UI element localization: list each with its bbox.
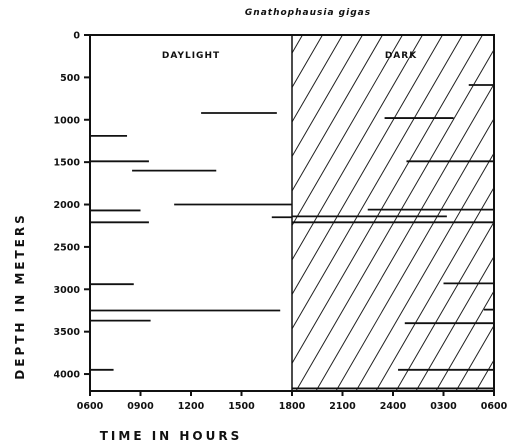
y-tick-label: 1500 bbox=[54, 158, 81, 169]
hatch-line bbox=[0, 35, 182, 391]
x-tick-label: 0600 bbox=[481, 401, 508, 412]
dark-hatching bbox=[0, 35, 518, 391]
x-tick-label: 0600 bbox=[77, 401, 104, 412]
x-tick-label: 1800 bbox=[279, 401, 306, 412]
hatch-line bbox=[0, 35, 202, 391]
hatch-line bbox=[292, 35, 343, 124]
dark-label: DARK bbox=[385, 51, 417, 61]
hatch-line bbox=[435, 290, 494, 391]
y-axis-title: DEPTH IN METERS bbox=[13, 212, 27, 379]
x-tick-label: 2100 bbox=[329, 401, 356, 412]
chart-title: Gnathophausia gigas bbox=[245, 8, 371, 18]
hatch-line bbox=[395, 221, 494, 391]
hatch-line bbox=[292, 35, 463, 330]
hatch-line bbox=[292, 35, 483, 365]
y-tick-label: 2500 bbox=[54, 242, 81, 253]
x-axis: 0600 0900 1200 1500 1800 2100 2400 0300 0600 bbox=[77, 391, 508, 412]
x-axis-title: TIME IN HOURS bbox=[100, 429, 243, 443]
y-tick-label: 500 bbox=[60, 73, 80, 84]
hatch-line bbox=[292, 35, 403, 227]
hatch-line bbox=[56, 35, 262, 391]
hatch-line bbox=[292, 35, 383, 192]
hatch-line bbox=[475, 358, 494, 391]
hatch-line bbox=[355, 152, 494, 391]
hatch-line bbox=[496, 35, 518, 391]
hatch-line bbox=[292, 35, 363, 158]
y-tick-label: 3000 bbox=[54, 285, 81, 296]
x-tick-label: 0300 bbox=[430, 401, 457, 412]
hatch-line bbox=[292, 35, 303, 55]
hatch-line bbox=[292, 35, 423, 261]
depth-segments bbox=[90, 84, 494, 390]
hatch-line bbox=[315, 83, 494, 391]
y-tick-label: 2000 bbox=[54, 200, 81, 211]
x-tick-label: 1200 bbox=[178, 401, 205, 412]
hatch-line bbox=[16, 35, 222, 391]
daylight-label: DAYLIGHT bbox=[162, 51, 220, 61]
hatch-line bbox=[455, 324, 494, 391]
y-tick-label: 1000 bbox=[54, 115, 81, 126]
y-tick-label: 4000 bbox=[54, 370, 81, 381]
y-tick-label: 3500 bbox=[54, 327, 81, 338]
y-tick-label: 0 bbox=[73, 31, 80, 42]
hatch-line bbox=[292, 35, 443, 296]
y-axis: 0 500 1000 1500 2000 2500 3000 3500 4000 bbox=[54, 31, 90, 381]
x-tick-label: 0900 bbox=[127, 401, 154, 412]
x-tick-label: 2400 bbox=[380, 401, 407, 412]
hatch-line bbox=[335, 117, 494, 391]
hatch-line bbox=[295, 48, 494, 391]
x-tick-label: 1500 bbox=[228, 401, 255, 412]
hatch-line bbox=[375, 186, 494, 391]
hatch-line bbox=[76, 35, 282, 391]
hatch-line bbox=[415, 255, 494, 391]
